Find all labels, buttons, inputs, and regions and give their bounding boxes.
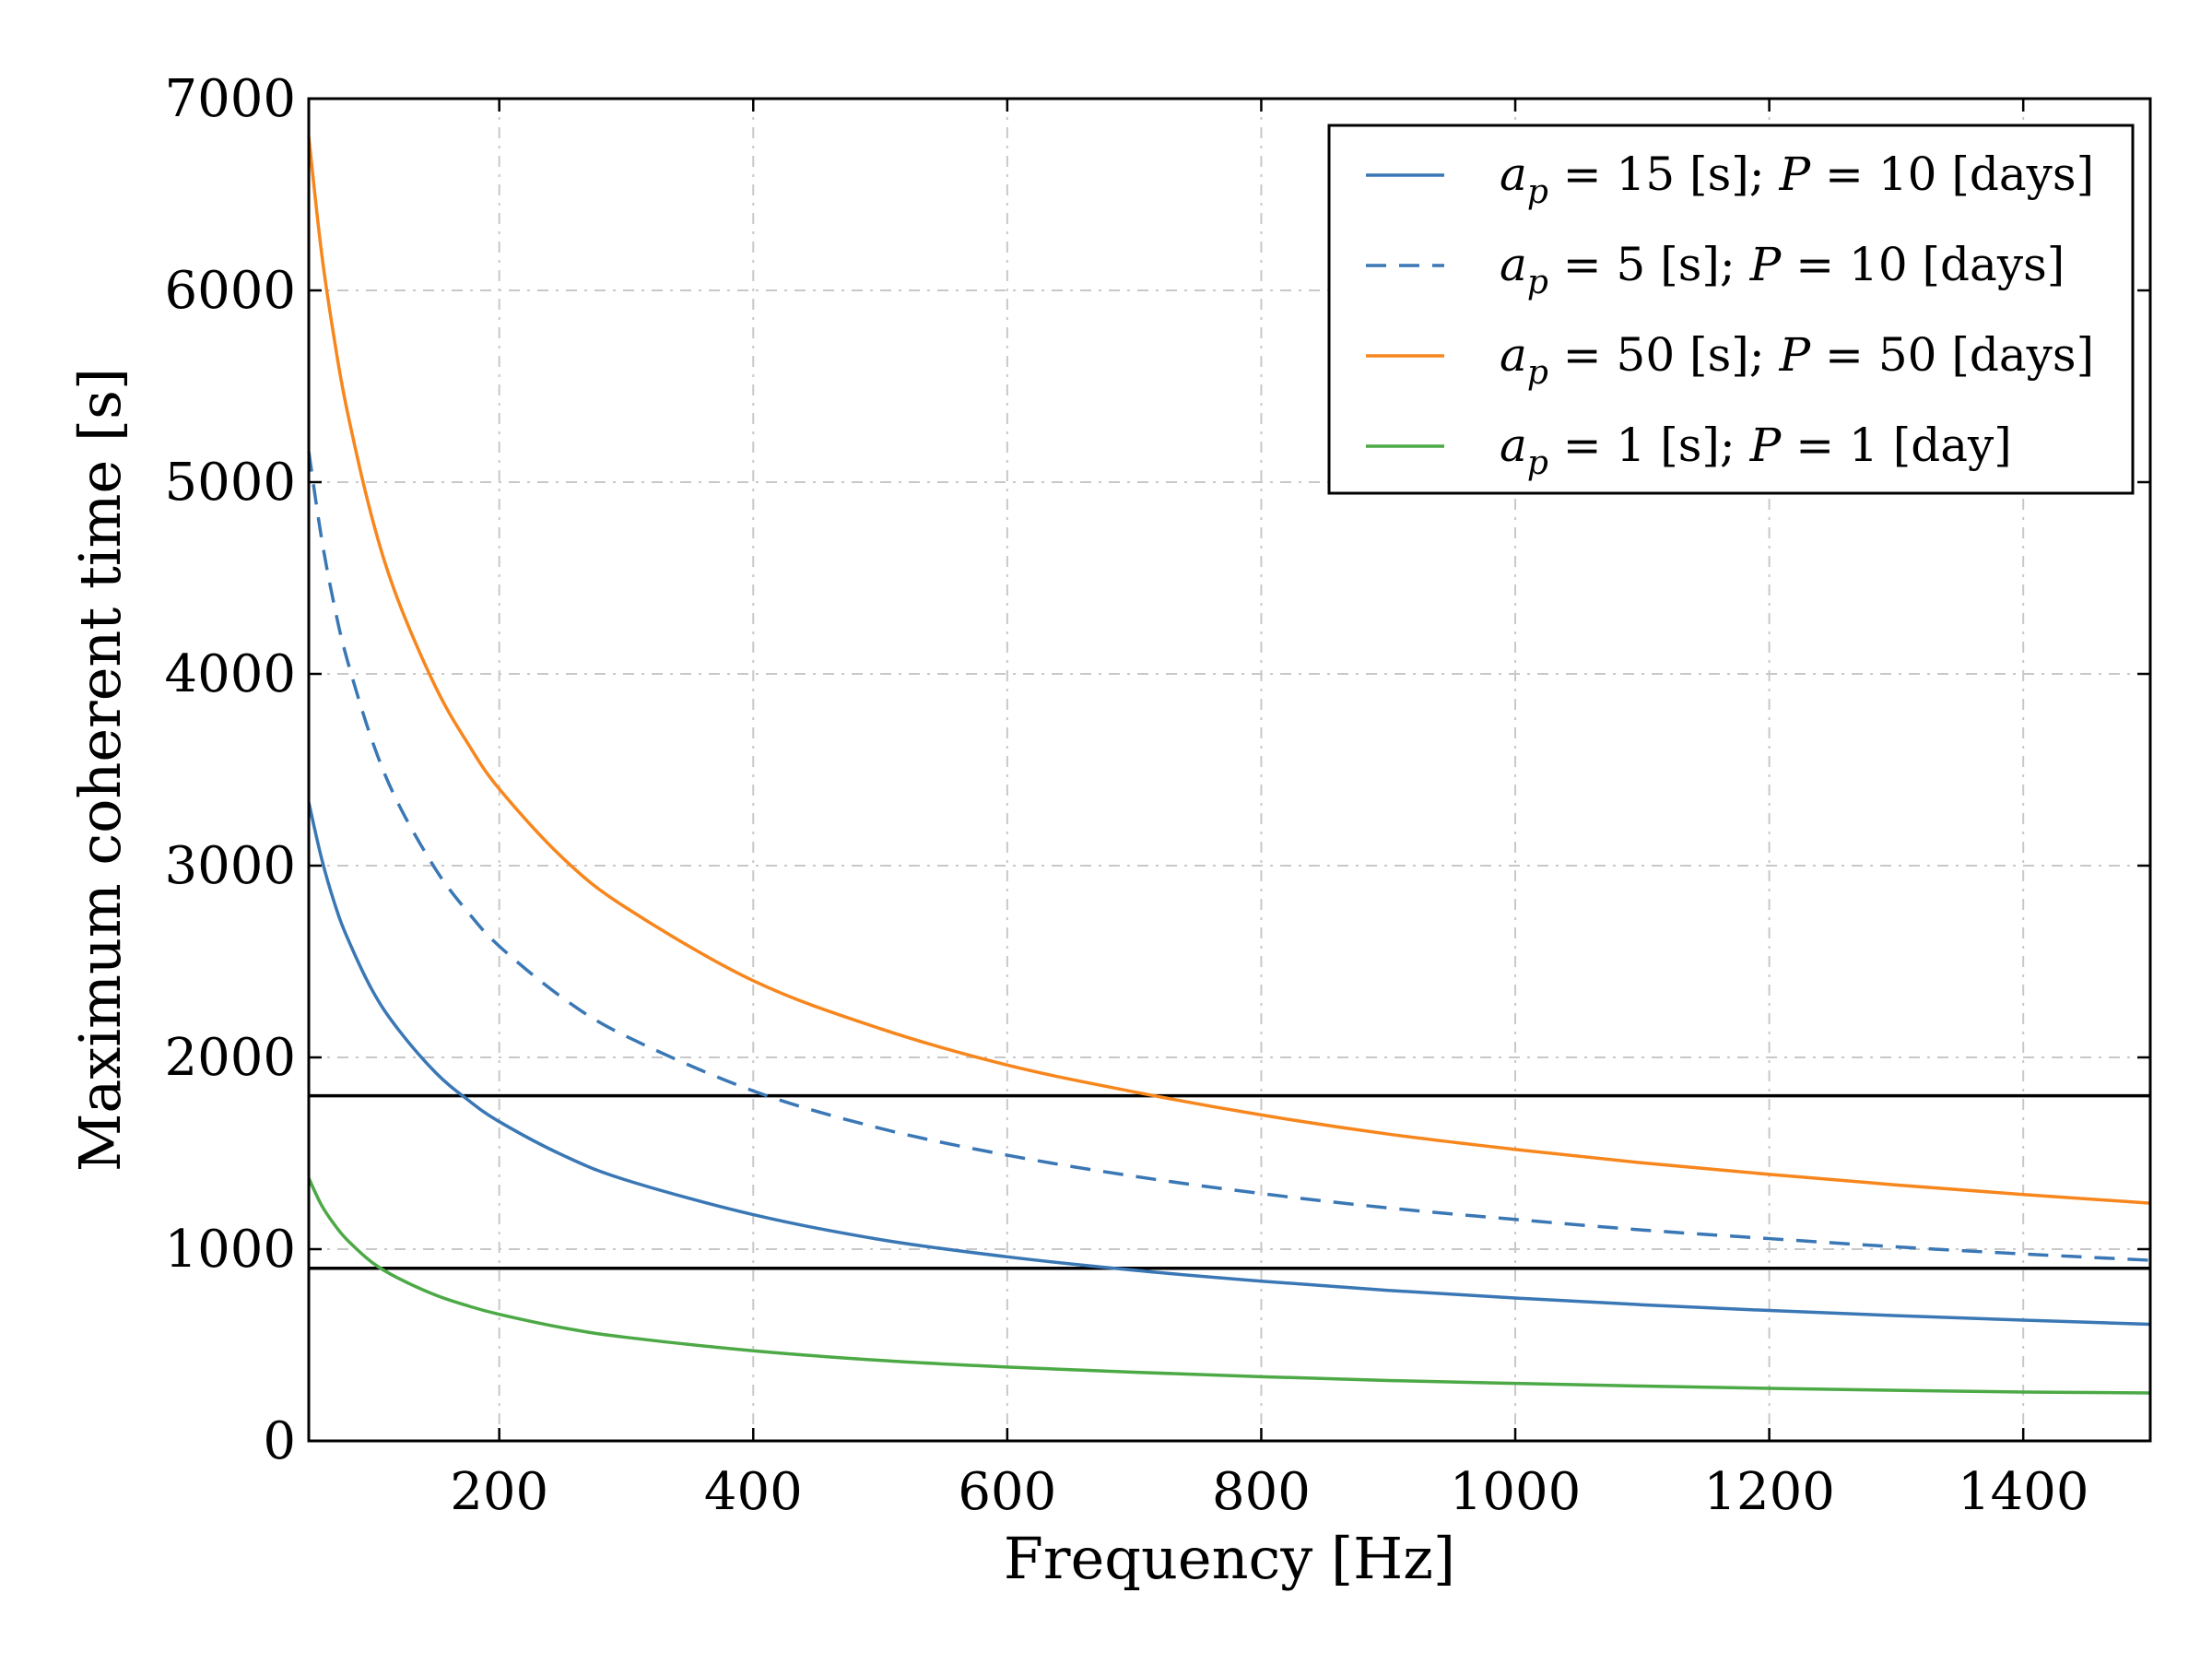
legend-label-3: ap = 1 [s]; P = 1 [day]: [1500, 419, 2012, 482]
y-tick-label-5000: 5000: [164, 453, 296, 513]
x-axis-label: Frequency [Hz]: [1004, 1525, 1455, 1592]
x-tick-label-800: 800: [1212, 1462, 1311, 1522]
y-axis-label: Maximum coherent time [s]: [66, 368, 134, 1172]
legend: ap = 15 [s]; P = 10 [days] ap = 5 [s]; P …: [1327, 124, 2135, 495]
plot-frame: [307, 97, 2152, 1443]
y-tick-label-0: 0: [263, 1411, 296, 1471]
x-tick-label-1400: 1400: [1958, 1462, 2089, 1522]
y-tick-label-7000: 7000: [164, 69, 296, 129]
series-layer: [307, 136, 2151, 1395]
series-line-0: [307, 801, 2151, 1327]
y-tick-label-3000: 3000: [164, 836, 296, 896]
tick-layer: 200 400 600 800 1000 1200 1400 0 1000 2000 3000 400…: [164, 69, 2150, 1522]
grid-layer: [309, 99, 2150, 1441]
x-tick-label-1200: 1200: [1703, 1462, 1835, 1522]
y-tick-label-6000: 6000: [164, 261, 296, 321]
y-tick-label-4000: 4000: [164, 644, 296, 704]
series-line-1: [307, 451, 2151, 1262]
y-tick-label-1000: 1000: [164, 1220, 296, 1280]
legend-label-0: ap = 15 [s]; P = 10 [days]: [1500, 148, 2094, 211]
x-tick-label-1000: 1000: [1450, 1462, 1582, 1522]
y-tick-label-2000: 2000: [164, 1028, 296, 1088]
legend-label-1: ap = 5 [s]; P = 10 [days]: [1500, 238, 2065, 301]
x-tick-label-400: 400: [704, 1462, 803, 1522]
x-tick-label-600: 600: [958, 1462, 1056, 1522]
x-tick-label-200: 200: [450, 1462, 548, 1522]
legend-label-2: ap = 50 [s]; P = 50 [days]: [1500, 328, 2094, 392]
series-line-3: [307, 1177, 2151, 1395]
legend-box: [1327, 124, 2135, 495]
series-line-2: [307, 136, 2151, 1205]
reference-lines-layer: [309, 1093, 2150, 1270]
